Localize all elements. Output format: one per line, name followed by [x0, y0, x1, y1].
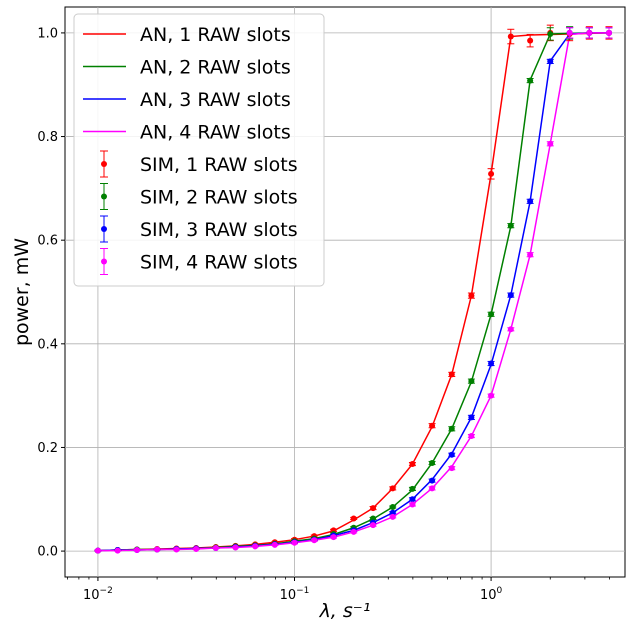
data-point [488, 311, 495, 318]
data-point [291, 539, 298, 546]
legend-label: AN, 3 RAW slots [140, 89, 291, 111]
y-tick-label: 0.8 [37, 130, 58, 145]
data-point [527, 198, 534, 205]
data-point [527, 37, 534, 44]
legend-marker [101, 193, 107, 200]
data-point [448, 451, 455, 458]
data-point [448, 465, 455, 472]
data-point [488, 392, 495, 399]
data-point [409, 501, 416, 508]
data-point [409, 461, 416, 468]
y-axis-title: power, mW [11, 238, 33, 346]
data-point [429, 460, 436, 466]
y-tick-label: 0.0 [37, 545, 58, 560]
data-point [350, 528, 357, 535]
data-point [468, 414, 475, 421]
legend-label: AN, 2 RAW slots [140, 57, 291, 79]
data-point [507, 292, 514, 299]
data-point [409, 485, 416, 492]
data-point [448, 371, 455, 378]
legend-marker [101, 161, 107, 167]
data-point [468, 433, 475, 440]
data-point [232, 544, 239, 551]
x-tick-label: 10−2 [83, 586, 113, 603]
y-tick-label: 0.4 [37, 337, 58, 352]
data-point [154, 546, 161, 553]
data-point [94, 547, 101, 554]
data-point [370, 505, 377, 512]
data-point [429, 477, 436, 484]
data-point [507, 33, 514, 40]
data-point [252, 543, 259, 550]
data-point [606, 29, 613, 36]
data-point [488, 360, 495, 367]
data-point [389, 509, 396, 516]
data-point [389, 504, 396, 511]
legend-box [73, 13, 325, 287]
data-point [212, 544, 219, 551]
legend-marker [101, 258, 107, 265]
data-point [311, 537, 318, 544]
plot-series [94, 24, 613, 554]
data-point [193, 546, 200, 553]
data-point [547, 58, 554, 65]
data-point [271, 541, 278, 548]
data-point [429, 422, 436, 429]
y-tick-label: 1.0 [37, 26, 58, 41]
data-point [429, 485, 436, 492]
axis-ticks: 0.0 0.2 0.4 0.6 0.8 1.0 10−2 10−1 100 [37, 26, 610, 603]
data-point [507, 326, 514, 333]
data-point [389, 485, 396, 492]
data-point [114, 547, 121, 554]
data-point [547, 140, 554, 147]
data-point [330, 534, 337, 541]
data-point [409, 496, 416, 503]
legend-label: SIM, 4 RAW slots [140, 252, 298, 274]
legend-label: AN, 1 RAW slots [140, 24, 291, 46]
data-point [389, 513, 396, 520]
y-tick-label: 0.6 [37, 234, 58, 249]
data-point [507, 222, 514, 229]
data-point [547, 30, 554, 37]
data-point [468, 378, 475, 385]
data-point [488, 170, 495, 177]
data-point [370, 522, 377, 529]
y-tick-label: 0.2 [37, 441, 58, 456]
data-point [527, 251, 534, 258]
x-axis-title: λ, s⁻¹ [319, 600, 371, 622]
data-point [173, 546, 180, 553]
data-point [527, 77, 534, 84]
data-point [566, 29, 573, 36]
legend: AN, 1 RAW slots AN, 2 RAW slots AN, 3 RAW … [73, 13, 325, 287]
data-point [448, 425, 455, 432]
data-point [133, 547, 140, 554]
data-point [350, 515, 357, 522]
legend-label: SIM, 2 RAW slots [140, 187, 298, 209]
legend-label: SIM, 1 RAW slots [140, 154, 298, 176]
legend-marker [101, 226, 107, 232]
legend-label: AN, 4 RAW slots [140, 122, 291, 144]
x-tick-label: 10−1 [280, 586, 310, 603]
x-tick-label: 100 [480, 586, 503, 603]
data-point [468, 292, 475, 299]
legend-label: SIM, 3 RAW slots [140, 219, 298, 241]
data-point [586, 29, 593, 36]
data-point [370, 515, 377, 522]
